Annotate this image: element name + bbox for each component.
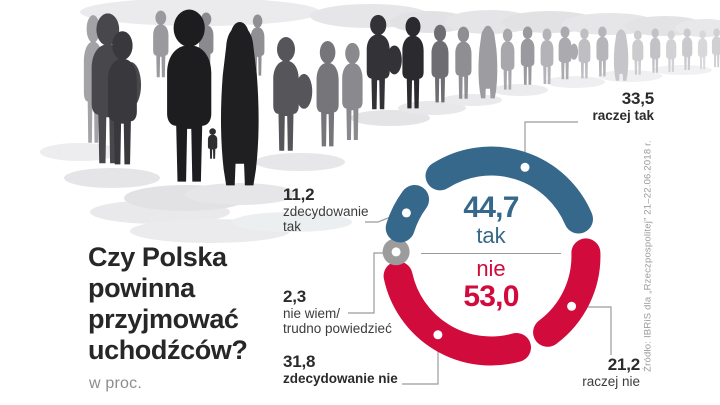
source-note: Źródło: IBRiS dla „Rzeczpospolitej” 21–2…	[642, 140, 654, 372]
marker-dot-zdecydowanie-nie	[433, 330, 443, 340]
donut-arcs	[382, 146, 601, 366]
donut-center: 44,7 tak nie 53,0	[421, 193, 561, 312]
unit-note: w proc.	[89, 375, 142, 392]
arc-raczej-nie	[533, 238, 601, 347]
leader-zdecydowanie-nie	[402, 341, 439, 385]
callout-label: nie wiem/	[283, 306, 341, 321]
callout-label: raczej nie	[582, 374, 640, 389]
total-yes-value: 44,7	[463, 191, 519, 224]
headline-line: uchodźców?	[88, 335, 248, 365]
callout-label: trudno powiedzieć	[283, 321, 392, 336]
leader-raczej-tak	[524, 121, 578, 161]
marker-dot-nie-wiem	[391, 247, 401, 257]
headline: Czy Polska powinna przyjmować uchodźców?	[88, 242, 288, 366]
crowd-illustration	[40, 0, 720, 243]
marker-dot-zdecydowanie-tak	[401, 208, 411, 218]
callout-label: raczej tak	[592, 108, 654, 123]
leader-raczej-nie	[577, 306, 612, 355]
callout-label: zdecydowanie	[283, 204, 369, 219]
marker-dot-raczej-tak	[520, 162, 530, 172]
arc-zdecydowanie-nie	[383, 261, 531, 366]
headline-line: przyjmować	[88, 304, 239, 334]
crowd-shadows	[40, 65, 712, 243]
callout-label: zdecydowanie nie	[283, 371, 398, 386]
callout-value: 2,3	[283, 287, 307, 306]
center-divider	[421, 253, 561, 254]
headline-line: Czy Polska	[88, 242, 227, 272]
marker-dot-raczej-nie	[567, 301, 577, 311]
callout-nie-wiem: 2,3 nie wiem/ trudno powiedzieć	[283, 287, 392, 337]
total-no-label: nie	[476, 256, 506, 281]
callout-raczej-tak: 33,5 raczej tak	[592, 89, 654, 124]
callout-zdecydowanie-nie: 31,8 zdecydowanie nie	[283, 352, 398, 387]
callout-value: 21,2	[607, 355, 640, 374]
callout-label: tak	[283, 219, 302, 234]
callout-value: 33,5	[621, 89, 654, 108]
callout-raczej-nie: 21,2 raczej nie	[582, 355, 640, 390]
arc-raczej-tak	[425, 146, 593, 234]
callout-zdecydowanie-tak: 11,2 zdecydowanie tak	[283, 185, 369, 235]
headline-line: powinna	[88, 273, 195, 303]
total-yes-label: tak	[476, 223, 506, 248]
callout-value: 31,8	[283, 352, 316, 371]
total-no-value: 53,0	[463, 280, 519, 313]
callout-value: 11,2	[283, 185, 315, 204]
